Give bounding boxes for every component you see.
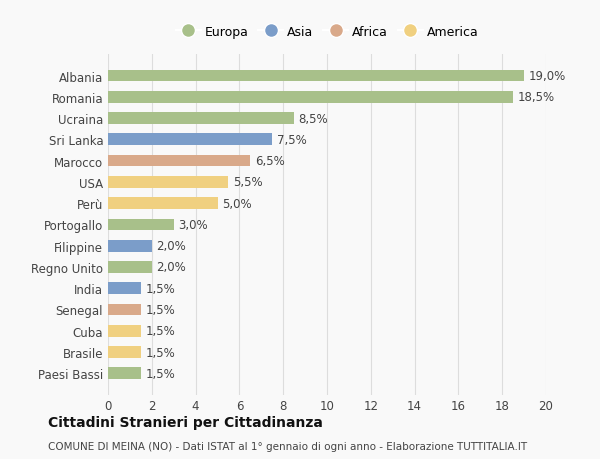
Bar xyxy=(108,92,513,103)
Text: 1,5%: 1,5% xyxy=(145,325,175,337)
Bar xyxy=(108,241,152,252)
Bar xyxy=(108,283,141,294)
Text: 1,5%: 1,5% xyxy=(145,282,175,295)
Bar xyxy=(108,262,152,273)
Bar xyxy=(108,198,218,209)
Bar xyxy=(108,71,524,82)
Legend: Europa, Asia, Africa, America: Europa, Asia, Africa, America xyxy=(170,21,484,44)
Bar xyxy=(108,177,229,188)
Bar xyxy=(108,304,141,316)
Bar xyxy=(108,325,141,337)
Text: 1,5%: 1,5% xyxy=(145,303,175,316)
Text: 1,5%: 1,5% xyxy=(145,346,175,359)
Bar xyxy=(108,156,250,167)
Text: 7,5%: 7,5% xyxy=(277,134,307,146)
Text: Cittadini Stranieri per Cittadinanza: Cittadini Stranieri per Cittadinanza xyxy=(48,415,323,429)
Bar xyxy=(108,134,272,146)
Bar xyxy=(108,347,141,358)
Text: 3,0%: 3,0% xyxy=(178,218,208,231)
Bar xyxy=(108,368,141,379)
Text: 18,5%: 18,5% xyxy=(518,91,554,104)
Text: 1,5%: 1,5% xyxy=(145,367,175,380)
Text: 8,5%: 8,5% xyxy=(299,112,328,125)
Text: COMUNE DI MEINA (NO) - Dati ISTAT al 1° gennaio di ogni anno - Elaborazione TUTT: COMUNE DI MEINA (NO) - Dati ISTAT al 1° … xyxy=(48,441,527,451)
Text: 2,0%: 2,0% xyxy=(156,240,186,252)
Bar xyxy=(108,219,174,231)
Text: 5,0%: 5,0% xyxy=(222,197,251,210)
Text: 19,0%: 19,0% xyxy=(529,70,566,83)
Bar xyxy=(108,113,294,125)
Text: 5,5%: 5,5% xyxy=(233,176,262,189)
Text: 2,0%: 2,0% xyxy=(156,261,186,274)
Text: 6,5%: 6,5% xyxy=(255,155,284,168)
